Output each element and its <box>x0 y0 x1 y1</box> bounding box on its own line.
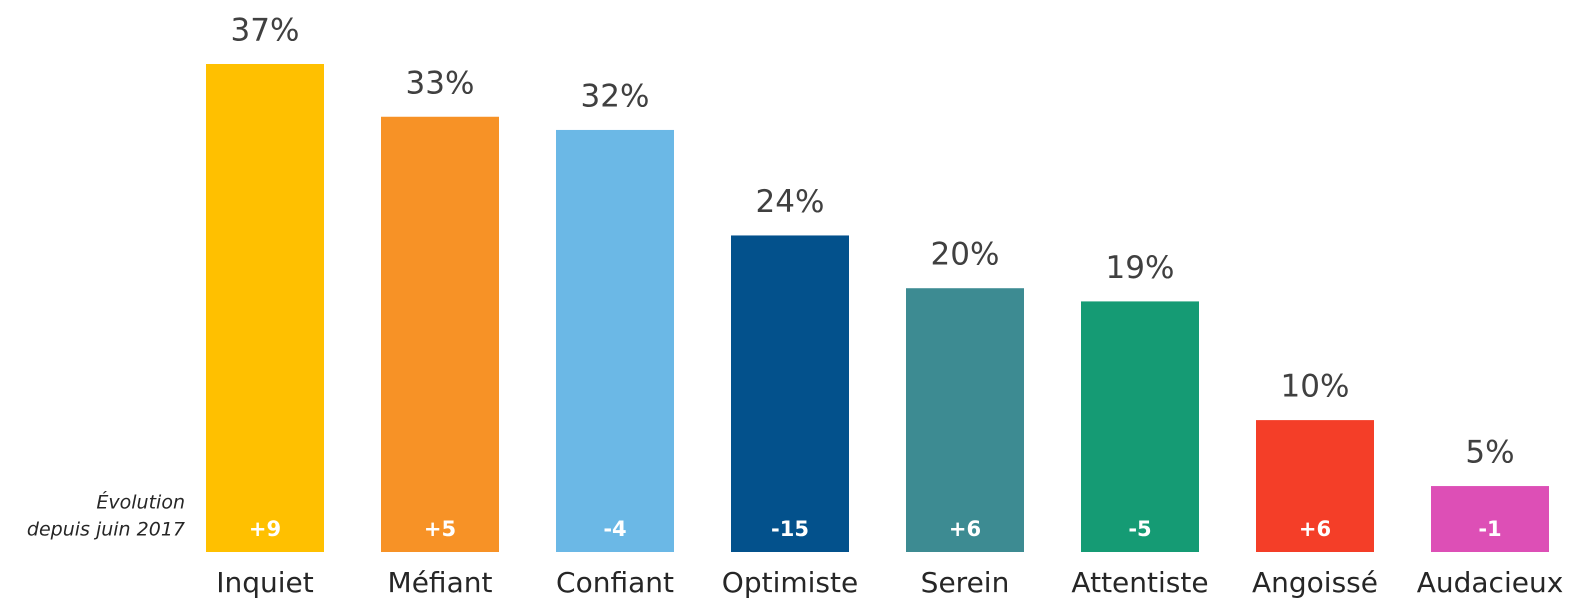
bar <box>1081 301 1199 552</box>
x-tick-label: Confiant <box>556 566 674 599</box>
value-label: 33% <box>406 65 475 101</box>
x-tick-label: Méfiant <box>388 566 493 599</box>
value-label: 37% <box>231 13 300 49</box>
evolution-label: Évolution <box>96 491 185 514</box>
value-label: 5% <box>1465 435 1514 471</box>
bar <box>381 116 499 552</box>
value-label: 24% <box>756 184 825 220</box>
value-label: 32% <box>581 78 650 114</box>
evolution-value: +5 <box>424 517 456 541</box>
value-label: 19% <box>1106 250 1175 286</box>
bar <box>731 235 849 552</box>
evolution-value: -5 <box>1128 517 1151 541</box>
x-tick-label: Audacieux <box>1417 566 1564 599</box>
bar <box>206 64 324 552</box>
x-tick-label: Angoissé <box>1252 566 1378 599</box>
x-tick-label: Attentiste <box>1071 566 1208 599</box>
bar <box>1256 420 1374 552</box>
value-label: 20% <box>931 237 1000 273</box>
x-tick-label: Serein <box>921 566 1010 599</box>
bar <box>1431 486 1549 552</box>
evolution-value: -15 <box>771 517 809 541</box>
bar <box>906 288 1024 552</box>
evolution-label: depuis juin 2017 <box>27 519 185 541</box>
evolution-value: +9 <box>249 517 281 541</box>
bar <box>556 129 674 552</box>
x-tick-label: Optimiste <box>722 566 858 599</box>
x-tick-label: Inquiet <box>216 566 314 599</box>
value-label: 10% <box>1281 369 1350 405</box>
evolution-value: +6 <box>949 517 981 541</box>
evolution-value: -1 <box>1478 517 1501 541</box>
evolution-value: +6 <box>1299 517 1331 541</box>
evolution-value: -4 <box>603 517 626 541</box>
